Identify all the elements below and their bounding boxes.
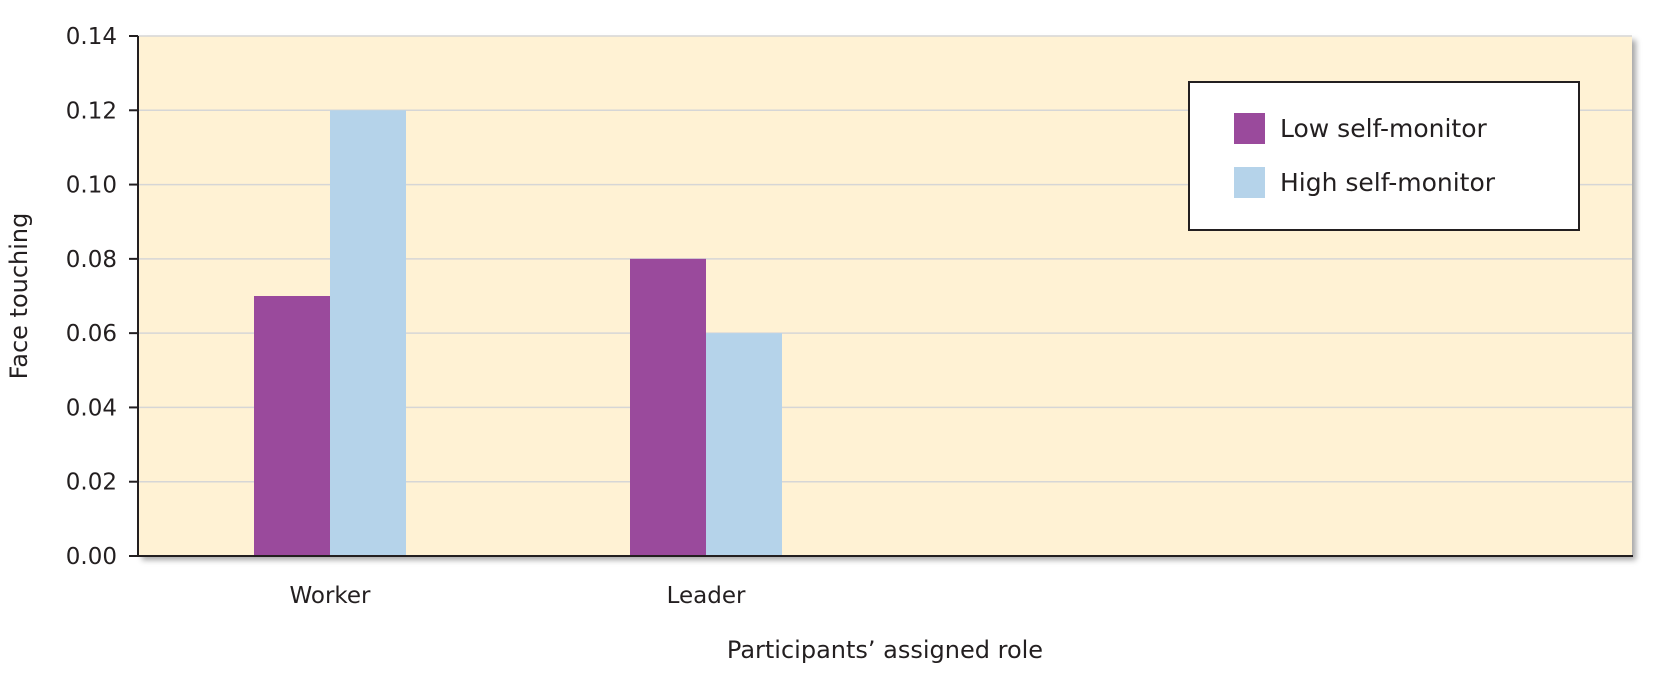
bar-leader-low-self-monitor xyxy=(630,258,706,556)
legend-swatch-low-self-monitor xyxy=(1234,113,1265,144)
legend: Low self-monitor High self-monitor xyxy=(1188,81,1580,231)
legend-label-high-self-monitor: High self-monitor xyxy=(1280,168,1496,197)
bars xyxy=(254,110,782,557)
y-tick-label: 0.02 xyxy=(66,470,117,496)
bar-leader-high-self-monitor xyxy=(706,333,782,556)
y-tick-label: 0.10 xyxy=(66,173,117,199)
bar-worker-low-self-monitor xyxy=(254,296,330,556)
legend-label-low-self-monitor: Low self-monitor xyxy=(1280,114,1488,143)
legend-box xyxy=(1188,81,1580,231)
y-axis-title: Face touching xyxy=(5,213,33,380)
y-tick-label: 0.06 xyxy=(66,321,117,347)
bar-worker-high-self-monitor xyxy=(330,110,406,557)
y-tick-labels: 0.00 0.02 0.04 0.06 0.08 0.10 0.12 0.14 xyxy=(66,24,138,570)
y-tick-label: 0.04 xyxy=(66,395,117,421)
y-tick-label: 0.00 xyxy=(66,544,117,570)
x-tick-label-leader: Leader xyxy=(667,583,746,609)
legend-swatch-high-self-monitor xyxy=(1234,167,1265,198)
x-axis-title: Participants’ assigned role xyxy=(727,636,1043,664)
y-tick-label: 0.14 xyxy=(66,24,117,50)
x-tick-label-worker: Worker xyxy=(289,583,371,609)
y-tick-label: 0.08 xyxy=(66,247,117,273)
y-tick-label: 0.12 xyxy=(66,98,117,124)
x-tick-labels: Worker Leader xyxy=(289,583,745,609)
axes xyxy=(137,36,1633,557)
